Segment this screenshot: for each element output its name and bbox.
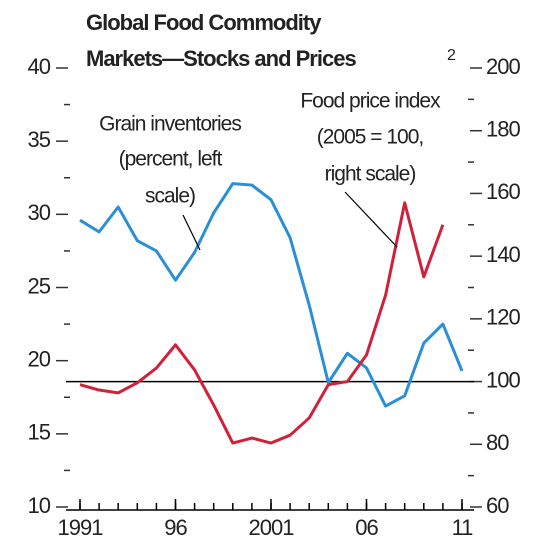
y2-tick-label: 80 (486, 430, 509, 455)
chart-title: Markets—Stocks and Prices (86, 46, 356, 71)
title-note: 2 (447, 47, 456, 64)
y-tick-label: 40 (28, 54, 51, 79)
x-tick-label: 1991 (58, 515, 104, 540)
y2-tick-label: 100 (486, 367, 520, 392)
y-tick-label: 10 (28, 493, 51, 518)
x-tick-label: 2001 (249, 515, 295, 540)
legend-label: Food price index (300, 90, 441, 113)
y2-tick-label: 140 (486, 242, 520, 267)
y2-tick-label: 60 (486, 493, 509, 518)
legend-label: Grain inventories (99, 113, 241, 136)
series-line (79, 201, 445, 445)
x-tick-label: 96 (164, 515, 187, 540)
legend-label: scale) (145, 185, 195, 208)
x-tick-label: 06 (355, 515, 378, 540)
chart-title: Global Food Commodity (86, 10, 322, 35)
y2-tick-label: 160 (486, 179, 520, 204)
leader-line (182, 214, 201, 251)
y2-tick-label: 200 (486, 54, 520, 79)
leader-line (344, 191, 398, 248)
y-tick-label: 35 (28, 127, 51, 152)
x-tick-label: 11 (452, 515, 474, 540)
y-tick-label: 30 (28, 200, 51, 225)
y-tick-label: 25 (28, 273, 51, 298)
y-tick-label: 15 (28, 420, 51, 445)
y2-tick-label: 120 (486, 305, 520, 330)
legend-label: right scale) (325, 163, 416, 186)
y-tick-label: 20 (28, 346, 51, 371)
legend-label: (2005 = 100, (317, 126, 424, 149)
series-line (79, 182, 464, 408)
y2-tick-label: 180 (486, 117, 520, 142)
legend-label: (percent, left (119, 148, 223, 171)
